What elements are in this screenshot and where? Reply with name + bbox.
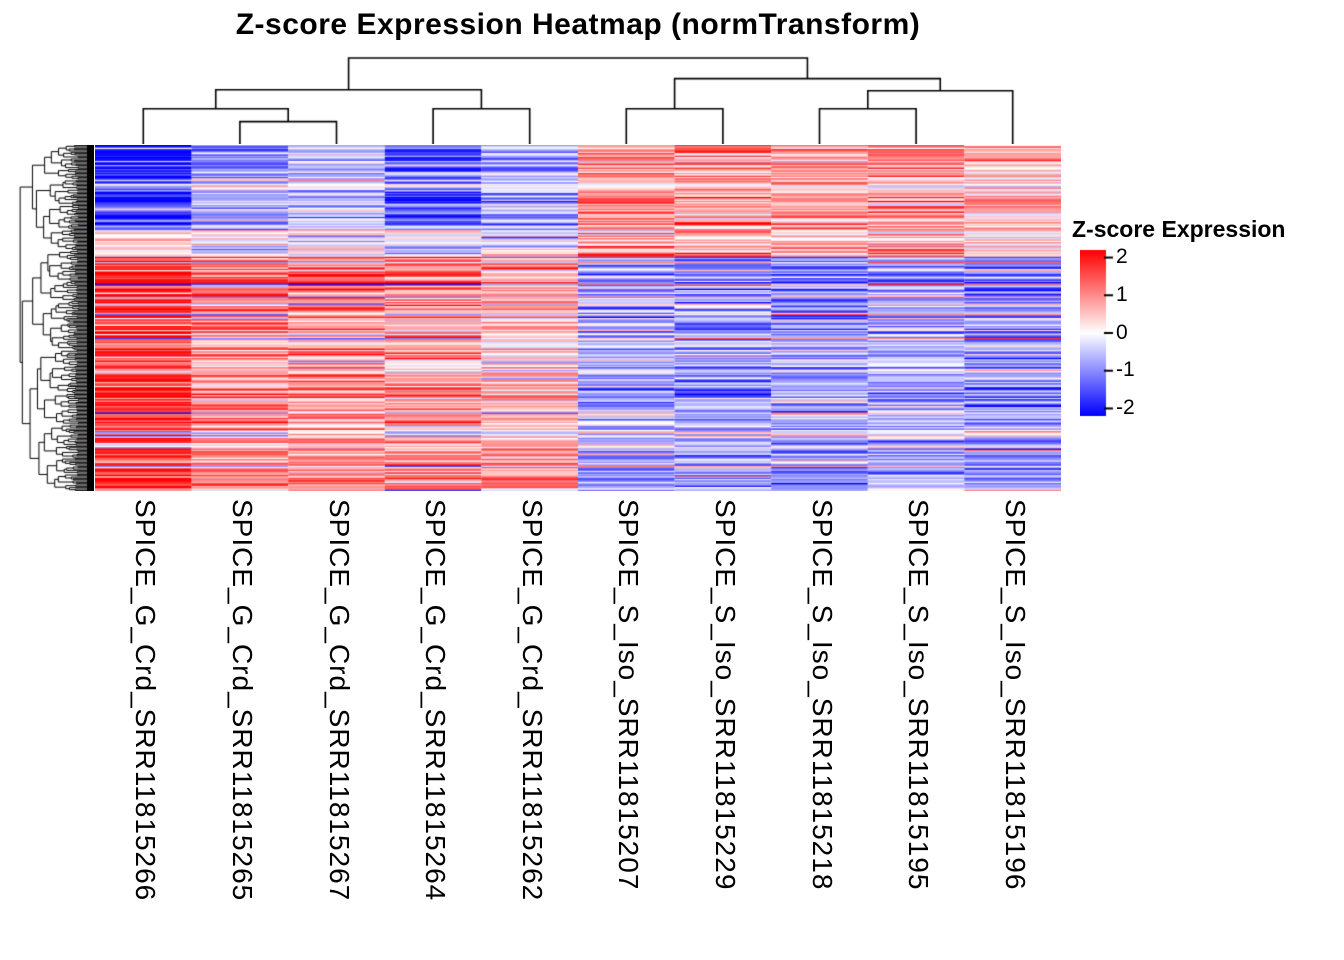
legend-colorbar [1080, 248, 1116, 420]
legend-tick-label: 2 [1116, 245, 1128, 268]
column-dendrogram [95, 54, 1061, 144]
column-label: SPICE_G_Crd_SRR11815266 [130, 499, 161, 902]
legend-tick-label: 1 [1116, 283, 1128, 306]
column-label: SPICE_S_Iso_SRR11815195 [903, 499, 934, 891]
row-dendrogram [16, 145, 94, 491]
column-label: SPICE_G_Crd_SRR11815264 [420, 499, 451, 902]
chart-title: Z-score Expression Heatmap (normTransfor… [235, 8, 921, 41]
legend-title: Z-score Expression [1072, 216, 1286, 242]
heatmap-canvas [95, 145, 1061, 491]
column-label: SPICE_S_Iso_SRR11815207 [613, 499, 644, 891]
column-labels: SPICE_G_Crd_SRR11815266 SPICE_G_Crd_SRR1… [95, 499, 1061, 954]
column-label: SPICE_S_Iso_SRR11815196 [1000, 499, 1031, 891]
legend-tick-label: -2 [1116, 396, 1135, 419]
column-label: SPICE_S_Iso_SRR11815218 [807, 499, 838, 891]
column-label: SPICE_S_Iso_SRR11815229 [710, 499, 741, 891]
legend-tick-label: -1 [1116, 358, 1135, 381]
legend-tick-label: 0 [1116, 321, 1128, 344]
column-label: SPICE_G_Crd_SRR11815265 [227, 499, 258, 902]
column-label: SPICE_G_Crd_SRR11815262 [517, 499, 548, 902]
column-label: SPICE_G_Crd_SRR11815267 [324, 499, 355, 902]
